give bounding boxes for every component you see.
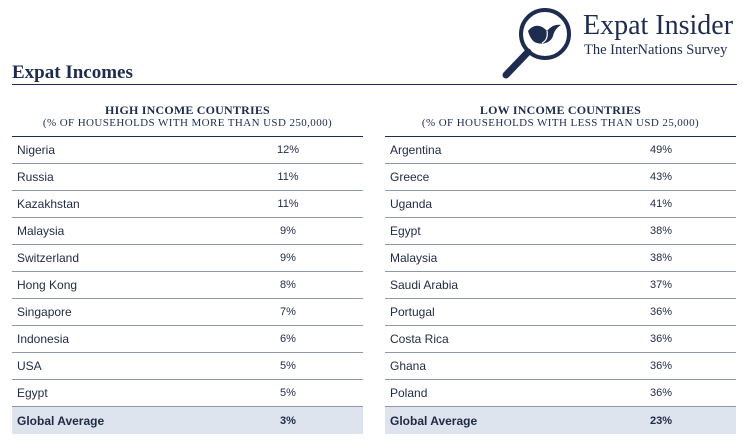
low-income-table: Argentina 49% Greece 43% Uganda 41% Egypt 38… <box>385 136 736 434</box>
table-row: Argentina 49% <box>385 137 736 164</box>
country-name: Singapore <box>17 305 72 319</box>
percent-value: 6% <box>280 333 296 345</box>
country-name: Malaysia <box>390 251 438 265</box>
percent-value: 36% <box>649 306 673 318</box>
country-name: Saudi Arabia <box>390 278 459 292</box>
table-row: Costa Rica 36% <box>385 326 736 353</box>
high-income-header: HIGH INCOME COUNTRIES (% OF HOUSEHOLDS W… <box>12 104 363 130</box>
percent-value: 37% <box>649 279 673 291</box>
table-row: Indonesia 6% <box>12 326 363 353</box>
low-income-panel: LOW INCOME COUNTRIES (% OF HOUSEHOLDS WI… <box>385 104 736 434</box>
expat-insider-logo: Expat Insider The InterNations Survey <box>498 4 743 82</box>
percent-value: 11% <box>277 198 299 210</box>
country-name: Switzerland <box>17 251 80 265</box>
low-income-header: LOW INCOME COUNTRIES (% OF HOUSEHOLDS WI… <box>385 104 736 130</box>
table-row: Nigeria 12% <box>12 137 363 164</box>
logo-title: Expat Insider <box>583 10 734 41</box>
percent-value: 12% <box>276 144 300 156</box>
country-name: Egypt <box>390 224 421 238</box>
country-name: Indonesia <box>17 332 70 346</box>
country-name: Poland <box>390 386 428 400</box>
country-name: Greece <box>390 170 430 184</box>
country-name: Malaysia <box>17 224 65 238</box>
table-row: Singapore 7% <box>12 299 363 326</box>
country-name: Ghana <box>390 359 427 373</box>
average-value: 23% <box>649 414 673 427</box>
high-income-table: Nigeria 12% Russia 11% Kazakhstan 11% Malay… <box>12 136 363 434</box>
logo-subtitle: The InterNations Survey <box>584 42 728 58</box>
table-row: Ghana 36% <box>385 353 736 380</box>
high-income-panel: HIGH INCOME COUNTRIES (% OF HOUSEHOLDS W… <box>12 104 363 434</box>
percent-value: 7% <box>280 306 296 318</box>
percent-value: 36% <box>649 333 673 345</box>
percent-value: 9% <box>280 252 296 264</box>
country-name: Kazakhstan <box>17 197 80 211</box>
table-row: USA 5% <box>12 353 363 380</box>
low-income-subheading: (% OF HOUSEHOLDS WITH LESS THAN USD 25,0… <box>421 117 700 129</box>
percent-value: 9% <box>280 225 296 237</box>
percent-value: 8% <box>280 279 296 291</box>
percent-value: 36% <box>649 387 673 399</box>
global-average-row: Global Average 3% <box>12 407 363 434</box>
country-name: Uganda <box>390 197 433 211</box>
global-average-row: Global Average 23% <box>385 407 736 434</box>
percent-value: 11% <box>277 171 299 183</box>
country-name: Argentina <box>390 143 442 157</box>
table-row: Uganda 41% <box>385 191 736 218</box>
table-row: Hong Kong 8% <box>12 272 363 299</box>
country-name: Egypt <box>17 386 48 400</box>
table-row: Switzerland 9% <box>12 245 363 272</box>
table-row: Kazakhstan 11% <box>12 191 363 218</box>
average-label: Global Average <box>390 413 478 428</box>
country-name: Costa Rica <box>390 332 449 346</box>
percent-value: 5% <box>280 360 296 372</box>
average-label: Global Average <box>17 413 105 428</box>
high-income-subheading: (% OF HOUSEHOLDS WITH MORE THAN USD 250,… <box>42 117 333 129</box>
percent-value: 5% <box>280 387 296 399</box>
table-row: Saudi Arabia 37% <box>385 272 736 299</box>
table-row: Russia 11% <box>12 164 363 191</box>
title-divider <box>12 84 737 85</box>
high-income-heading: HIGH INCOME COUNTRIES <box>105 103 270 117</box>
table-row: Poland 36% <box>385 380 736 407</box>
table-row: Egypt 38% <box>385 218 736 245</box>
percent-value: 43% <box>649 171 673 183</box>
table-row: Malaysia 38% <box>385 245 736 272</box>
low-income-heading: LOW INCOME COUNTRIES <box>479 103 642 117</box>
percent-value: 38% <box>649 252 673 264</box>
table-row: Portugal 36% <box>385 299 736 326</box>
percent-value: 36% <box>649 360 673 372</box>
country-name: Hong Kong <box>17 278 78 292</box>
page-title: Expat Incomes <box>12 62 133 83</box>
country-name: USA <box>17 359 42 373</box>
country-name: Portugal <box>390 305 435 319</box>
country-name: Russia <box>17 170 54 184</box>
country-name: Nigeria <box>17 143 56 157</box>
table-row: Greece 43% <box>385 164 736 191</box>
percent-value: 38% <box>649 225 673 237</box>
average-value: 3% <box>280 414 296 427</box>
percent-value: 49% <box>649 144 673 156</box>
table-row: Egypt 5% <box>12 380 363 407</box>
percent-value: 41% <box>649 198 673 210</box>
magnifier-bird-icon <box>502 8 571 79</box>
table-row: Malaysia 9% <box>12 218 363 245</box>
